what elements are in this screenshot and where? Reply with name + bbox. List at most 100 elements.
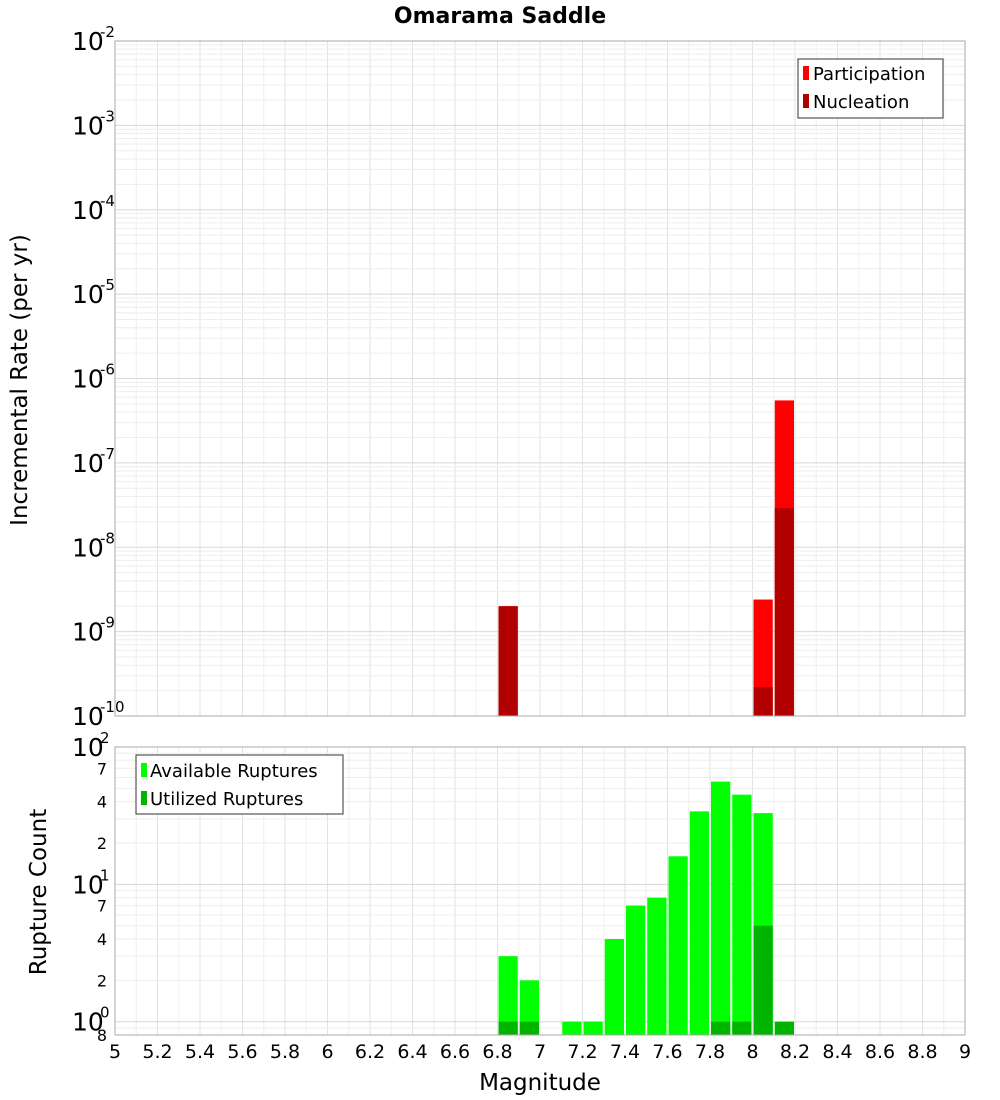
legend-utilized-label: Utilized Ruptures bbox=[150, 789, 303, 810]
svg-text:-10: -10 bbox=[100, 698, 125, 716]
rate-y-tick-label: 10-4 bbox=[72, 192, 115, 225]
svg-text:-8: -8 bbox=[100, 529, 115, 547]
count-y-minor-tick-label: 4 bbox=[97, 793, 107, 812]
available-ruptures-bar bbox=[668, 856, 688, 1035]
svg-text:-5: -5 bbox=[100, 276, 115, 294]
count-y-minor-tick-label: 2 bbox=[97, 834, 107, 853]
participation-bar bbox=[753, 599, 773, 716]
magnitude-x-tick-label: 5 bbox=[109, 1041, 121, 1063]
count-y-minor-tick-label: 2 bbox=[97, 971, 107, 990]
magnitude-x-tick-label: 8.2 bbox=[780, 1041, 810, 1063]
available-ruptures-bar bbox=[689, 811, 709, 1035]
magnitude-x-axis-label: Magnitude bbox=[479, 1070, 601, 1096]
rate-y-axis-label: Incremental Rate (per yr) bbox=[7, 234, 33, 526]
utilized-ruptures-bar bbox=[753, 925, 773, 1035]
legend-utilized-swatch bbox=[141, 791, 147, 805]
svg-text:10: 10 bbox=[72, 449, 104, 478]
rate-y-tick-label: 10-8 bbox=[72, 529, 115, 562]
available-ruptures-bar bbox=[732, 794, 752, 1035]
chart-title: Omarama Saddle bbox=[394, 4, 606, 29]
svg-text:-7: -7 bbox=[100, 445, 115, 463]
count-y-minor-tick-label: 7 bbox=[97, 759, 107, 778]
count-y-minor-tick-label: 7 bbox=[97, 897, 107, 916]
rate-y-tick-label: 10-3 bbox=[72, 107, 115, 140]
magnitude-x-tick-label: 5.6 bbox=[227, 1041, 257, 1063]
rate-bars bbox=[498, 400, 794, 716]
magnitude-x-tick-label: 5.4 bbox=[185, 1041, 215, 1063]
available-ruptures-bar bbox=[519, 980, 539, 1035]
svg-text:1: 1 bbox=[100, 866, 110, 884]
available-ruptures-bar bbox=[647, 897, 667, 1035]
count-legend-box bbox=[135, 754, 344, 815]
svg-text:-6: -6 bbox=[100, 361, 115, 379]
utilized-ruptures-bar bbox=[774, 1021, 794, 1035]
count-y-axis-label: Rupture Count bbox=[26, 809, 52, 975]
svg-text:10: 10 bbox=[72, 196, 104, 225]
nucleation-bar bbox=[774, 508, 794, 716]
svg-text:10: 10 bbox=[72, 280, 104, 309]
rate-y-tick-label: 10-9 bbox=[72, 614, 115, 647]
available-ruptures-bar bbox=[626, 905, 646, 1035]
utilized-ruptures-bar bbox=[732, 1021, 752, 1035]
rate-y-tick-label: 10-5 bbox=[72, 276, 115, 309]
legend-participation-label: Participation bbox=[813, 64, 925, 85]
magnitude-x-tick-label: 6.4 bbox=[397, 1041, 427, 1063]
magnitude-x-tick-label: 5.2 bbox=[142, 1041, 172, 1063]
rate-legend: Participation Nucleation bbox=[797, 58, 944, 119]
svg-text:0: 0 bbox=[100, 1004, 110, 1022]
magnitude-x-tick-label: 8.6 bbox=[865, 1041, 895, 1063]
nucleation-bar bbox=[498, 606, 518, 716]
count-y-minor-tick-label: 4 bbox=[97, 930, 107, 949]
utilized-ruptures-bar bbox=[498, 1021, 518, 1035]
legend-nucleation-swatch bbox=[803, 94, 809, 108]
nucleation-bar bbox=[753, 687, 773, 716]
count-y-major-tick-label: 101 bbox=[72, 866, 110, 899]
magnitude-x-tick-label: 8.4 bbox=[822, 1041, 852, 1063]
magnitude-x-tick-label: 8.8 bbox=[907, 1041, 937, 1063]
count-y-major-tick-label: 102 bbox=[72, 729, 110, 762]
svg-text:10: 10 bbox=[72, 365, 104, 394]
rate-y-tick-label: 10-7 bbox=[72, 445, 115, 478]
magnitude-x-tick-label: 6.8 bbox=[482, 1041, 512, 1063]
magnitude-x-tick-label: 7.6 bbox=[652, 1041, 682, 1063]
svg-text:-2: -2 bbox=[100, 23, 115, 41]
count-y-major-tick-label: 100 bbox=[72, 1004, 110, 1037]
svg-text:10: 10 bbox=[72, 533, 104, 562]
magnitude-x-tick-label: 8 bbox=[746, 1041, 758, 1063]
svg-text:10: 10 bbox=[72, 1008, 104, 1037]
svg-text:10: 10 bbox=[72, 870, 104, 899]
rate-y-tick-label: 10-2 bbox=[72, 23, 115, 56]
magnitude-x-tick-label: 9 bbox=[959, 1041, 971, 1063]
available-ruptures-bar bbox=[604, 939, 624, 1035]
svg-text:-4: -4 bbox=[100, 192, 115, 210]
magnitude-x-tick-label: 7 bbox=[534, 1041, 546, 1063]
magnitude-x-tick-label: 6.6 bbox=[440, 1041, 470, 1063]
magnitude-x-tick-label: 6.2 bbox=[355, 1041, 385, 1063]
rate-y-tick-label: 10-6 bbox=[72, 361, 115, 394]
count-legend: Available Ruptures Utilized Ruptures bbox=[135, 754, 344, 815]
magnitude-x-tick-label: 7.2 bbox=[567, 1041, 597, 1063]
utilized-ruptures-bar bbox=[519, 1021, 539, 1035]
available-ruptures-bar bbox=[711, 781, 731, 1035]
count-y-minor-tick-label: 8 bbox=[97, 1026, 107, 1045]
magnitude-x-tick-label: 6 bbox=[321, 1041, 333, 1063]
available-ruptures-bar bbox=[583, 1021, 603, 1035]
rate-y-tick-label: 10-10 bbox=[72, 698, 125, 731]
legend-available-swatch bbox=[141, 763, 147, 777]
legend-available-label: Available Ruptures bbox=[150, 761, 318, 782]
magnitude-x-tick-label: 7.4 bbox=[610, 1041, 640, 1063]
svg-text:10: 10 bbox=[72, 702, 104, 731]
count-bars bbox=[498, 781, 794, 1035]
magnitude-x-ticks: 5 5.2 5.4 5.6 5.8 6 6.2 6.4 6.6 6.8 7 7.2 7.4 7.6 7.8 8… bbox=[109, 1041, 971, 1063]
available-ruptures-bar bbox=[562, 1021, 582, 1035]
magnitude-x-tick-label: 5.8 bbox=[270, 1041, 300, 1063]
magnitude-x-tick-label: 7.8 bbox=[695, 1041, 725, 1063]
svg-text:-3: -3 bbox=[100, 107, 115, 125]
rate-gridlines bbox=[114, 41, 966, 717]
available-ruptures-bar bbox=[498, 956, 518, 1035]
svg-text:10: 10 bbox=[72, 618, 104, 647]
